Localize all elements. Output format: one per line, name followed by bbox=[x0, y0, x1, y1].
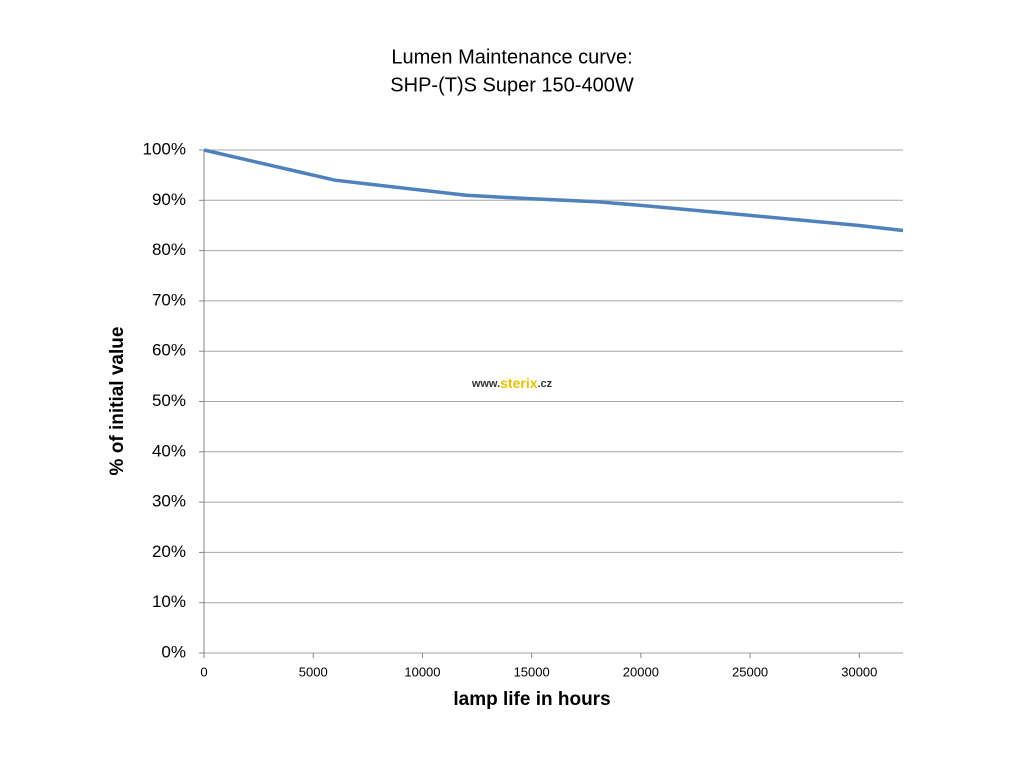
x-tick-label: 10000 bbox=[404, 664, 440, 679]
x-tick-label: 20000 bbox=[623, 664, 659, 679]
y-axis-label: % of initial value bbox=[107, 327, 128, 476]
x-tick-label: 30000 bbox=[841, 664, 877, 679]
chart-title: Lumen Maintenance curve: bbox=[391, 46, 632, 68]
watermark: www.sterix.cz bbox=[471, 375, 553, 391]
y-tick-label: 60% bbox=[152, 341, 186, 360]
y-tick-label: 80% bbox=[152, 240, 186, 259]
x-tick-label: 0 bbox=[200, 664, 207, 679]
y-tick-label: 70% bbox=[152, 290, 186, 309]
y-tick-label: 0% bbox=[161, 642, 186, 661]
y-tick-label: 20% bbox=[152, 542, 186, 561]
y-tick-label: 30% bbox=[152, 492, 186, 511]
y-tick-label: 10% bbox=[152, 592, 186, 611]
watermark-part: www. bbox=[471, 378, 500, 390]
chart-subtitle: SHP-(T)S Super 150-400W bbox=[390, 74, 634, 96]
y-tick-label: 100% bbox=[143, 139, 186, 158]
data-line bbox=[203, 148, 904, 233]
x-axis-label: lamp life in hours bbox=[453, 689, 610, 710]
x-tick-label: 25000 bbox=[732, 664, 768, 679]
y-tick-label: 40% bbox=[152, 441, 186, 460]
y-tick-label: 50% bbox=[152, 391, 186, 410]
x-tick-label: 5000 bbox=[299, 664, 328, 679]
watermark-part: sterix bbox=[500, 375, 538, 391]
x-tick-label: 15000 bbox=[514, 664, 550, 679]
watermark-part: .cz bbox=[538, 378, 553, 390]
y-tick-label: 90% bbox=[152, 190, 186, 209]
